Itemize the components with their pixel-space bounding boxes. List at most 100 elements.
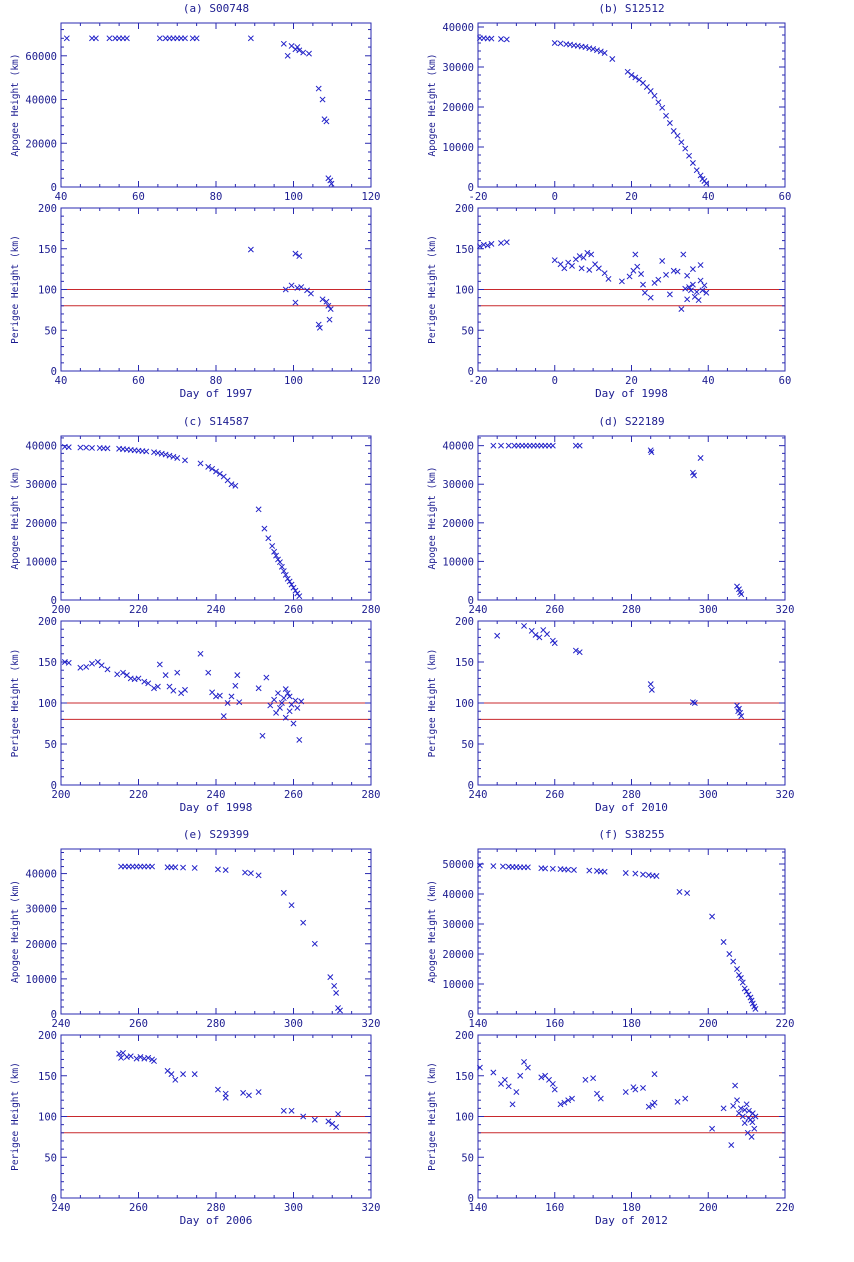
apogee-panel: 140 160 180 200 220 0 10000 20000 30000 40000 5000… [427, 848, 794, 1030]
perigee-data-point [276, 704, 283, 711]
apogee-data-point [213, 468, 219, 475]
apogee-data-point [83, 444, 90, 451]
perigee-data-point [284, 690, 291, 697]
apogee-y-tick-label: 30000 [442, 479, 474, 491]
apogee-y-tick-label: 30000 [25, 904, 57, 916]
perigee-data-point [298, 698, 305, 705]
chart-title: (e) S29399 [183, 828, 249, 841]
perigee-data-point [565, 1097, 572, 1104]
perigee-data-point [267, 702, 274, 709]
perigee-data-point [503, 239, 510, 246]
apogee-data-point [594, 47, 600, 54]
apogee-data-point [676, 888, 683, 895]
apogee-y-tick-label: 40000 [25, 869, 57, 881]
perigee-data-point [741, 1120, 748, 1126]
perigee-data-point [220, 713, 227, 720]
apogee-y-tick-label: 40000 [442, 441, 474, 453]
apogee-x-tick-label: 40 [702, 191, 715, 203]
apogee-data-point [499, 863, 506, 870]
perigee-data-point [720, 1105, 727, 1112]
apogee-data-point [182, 35, 188, 42]
perigee-data-point [584, 249, 591, 256]
apogee-y-tick-label: 20000 [442, 518, 474, 530]
apogee-data-point [709, 913, 716, 920]
apogee-data-point [315, 85, 322, 92]
perigee-x-tick-label: 240 [469, 789, 488, 801]
apogee-data-point [697, 172, 704, 179]
perigee-data-point [651, 1071, 658, 1078]
apogee-data-point [123, 35, 130, 42]
apogee-plot-frame [477, 848, 786, 1015]
apogee-series [63, 35, 335, 187]
perigee-series [476, 239, 710, 313]
perigee-data-point [98, 662, 105, 669]
perigee-x-tick-label: 120 [362, 375, 381, 387]
perigee-x-tick-label: 260 [284, 789, 303, 801]
perigee-data-point [688, 287, 694, 294]
perigee-x-tick-label: 220 [129, 789, 148, 801]
perigee-data-point [640, 1085, 646, 1091]
apogee-data-point [655, 99, 662, 106]
perigee-data-point [278, 700, 285, 706]
perigee-x-tick-label: 260 [129, 1202, 148, 1214]
apogee-plot-frame [60, 22, 372, 188]
apogee-y-axis-label: Apogee Height (km) [10, 467, 21, 570]
apogee-y-tick-label: 10000 [25, 556, 57, 568]
x-axis-label: Day of 1997 [180, 387, 253, 400]
apogee-data-point [659, 104, 666, 111]
perigee-x-tick-label: 280 [362, 789, 381, 801]
apogee-data-point [104, 445, 111, 452]
perigee-data-point [325, 302, 332, 309]
perigee-data-point [498, 240, 504, 246]
perigee-data-point [737, 1105, 744, 1112]
perigee-data-point [561, 1099, 568, 1106]
chart-title: (a) S00748 [183, 2, 249, 15]
perigee-data-point [104, 666, 111, 673]
x-axis-label: Day of 1998 [180, 801, 253, 814]
perigee-y-axis-label: Perigee Height (km) [10, 1062, 21, 1171]
perigee-data-point [578, 265, 585, 272]
apogee-data-point [296, 47, 303, 54]
apogee-y-tick-label: 0 [51, 595, 57, 607]
apogee-data-point [214, 866, 221, 873]
perigee-data-point [674, 268, 681, 275]
perigee-data-point [749, 1119, 756, 1126]
apogee-series [118, 863, 343, 1014]
apogee-data-point [306, 50, 312, 57]
perigee-data-point [730, 1102, 737, 1109]
perigee-data-point [83, 663, 90, 670]
perigee-x-tick-label: 160 [545, 1202, 564, 1214]
apogee-y-tick-label: 20000 [442, 949, 474, 961]
perigee-data-point [686, 284, 693, 291]
perigee-data-point [549, 1080, 556, 1087]
perigee-data-point [77, 664, 84, 671]
perigee-data-point [335, 1111, 342, 1118]
perigee-data-point [114, 671, 121, 678]
perigee-data-point [145, 1054, 152, 1061]
perigee-data-point [666, 291, 673, 298]
apogee-data-point [292, 587, 299, 594]
apogee-data-point [498, 36, 504, 42]
perigee-y-tick-label: 0 [51, 780, 57, 792]
perigee-data-point [701, 282, 708, 289]
perigee-y-axis-label: Perigee Height (km) [427, 235, 438, 344]
apogee-x-tick-label: 80 [210, 191, 223, 203]
perigee-y-tick-label: 50 [44, 739, 57, 751]
perigee-data-point [580, 254, 587, 261]
chart-title: (d) S22189 [598, 415, 664, 428]
perigee-data-point [647, 294, 654, 301]
perigee-y-tick-label: 150 [38, 1071, 57, 1083]
apogee-data-point [653, 873, 660, 879]
perigee-data-point [333, 1124, 340, 1131]
perigee-data-point [699, 287, 706, 294]
perigee-y-tick-label: 100 [38, 285, 57, 297]
apogee-data-point [549, 865, 556, 872]
perigee-y-axis-label: Perigee Height (km) [10, 235, 21, 344]
perigee-data-point [551, 640, 558, 647]
perigee-data-point [684, 296, 691, 303]
x-axis-label: Day of 1998 [595, 387, 668, 400]
perigee-data-point [273, 709, 280, 716]
apogee-data-point [300, 49, 307, 56]
apogee-data-point [282, 571, 289, 578]
